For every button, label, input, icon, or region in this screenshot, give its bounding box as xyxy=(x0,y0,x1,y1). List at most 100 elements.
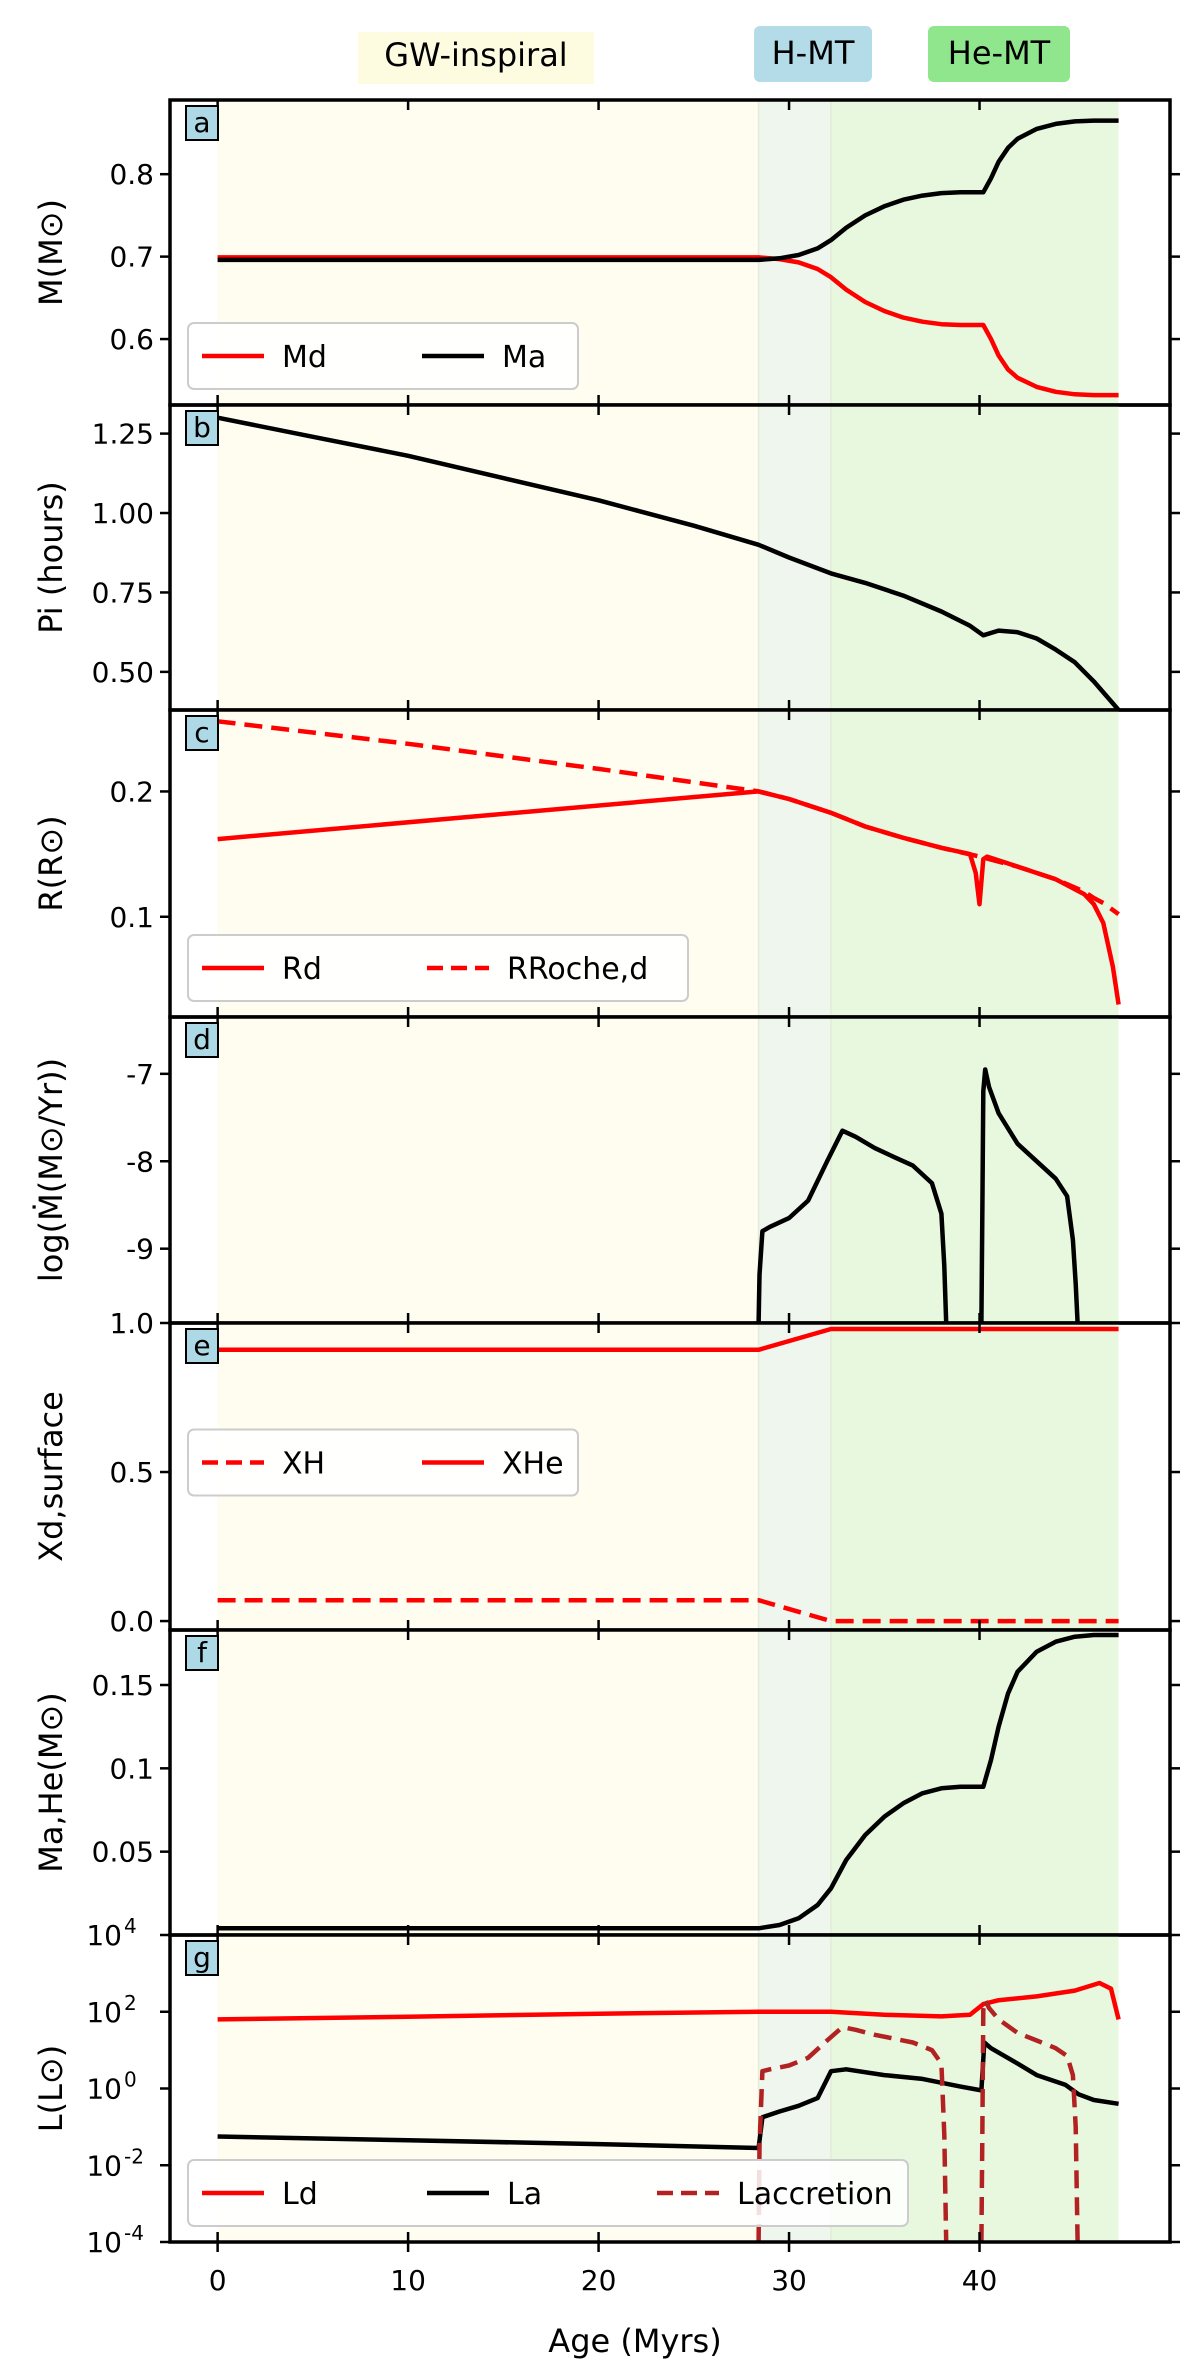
legend-label: XH xyxy=(282,1447,325,1482)
y-tick-exponent: 0 xyxy=(124,2068,137,2092)
series-a-md xyxy=(217,255,1119,398)
y-tick-label: 0.2 xyxy=(109,775,154,808)
y-axis-label-e: Xd,surface xyxy=(32,1391,70,1562)
series-c-rroche-d xyxy=(217,719,1120,917)
y-axis-label-b: Pi (hours) xyxy=(32,481,70,634)
panel-letter-g: g xyxy=(185,1940,219,1976)
series-group-d xyxy=(756,1067,1080,1323)
y-tick-label: 0.6 xyxy=(109,323,154,356)
legend-e: XH XHe xyxy=(187,1428,579,1497)
phase-label-gw-inspiral: GW-inspiral xyxy=(358,32,594,84)
panel-letter-box xyxy=(185,105,219,141)
phase-band-he-mt xyxy=(830,1323,1119,1630)
y-tick-label: 0.5 xyxy=(109,1456,154,1489)
y-tick-exponent: -2 xyxy=(124,2144,144,2168)
panel-letter-text: g xyxy=(193,1941,211,1974)
phase-band-gw-inspiral xyxy=(217,405,759,710)
phase-label-h-mt-box xyxy=(754,26,872,82)
y-axis-label-d: log(Ṁ(M⊙/Yr)) xyxy=(32,1058,70,1282)
phase-band-h-mt xyxy=(758,100,831,405)
y-tick-label: 0.50 xyxy=(92,656,154,689)
panel-f: 0.05 0.1 0.15 f Ma,He(M⊙) xyxy=(32,1628,1180,1937)
phase-band-h-mt xyxy=(758,1017,831,1323)
y-tick-exponent: -4 xyxy=(124,2221,144,2245)
phase-band-h-mt xyxy=(758,1323,831,1630)
panel-letter-c: c xyxy=(185,715,219,751)
series-group-e xyxy=(217,1326,1119,1624)
series-e-xhe xyxy=(217,1326,1119,1353)
panel-letter-f: f xyxy=(185,1635,219,1671)
panel-letter-box xyxy=(185,1635,219,1671)
legend-label: Ld xyxy=(282,2177,318,2212)
phase-band-he-mt xyxy=(830,100,1119,405)
phase-band-h-mt xyxy=(758,710,831,1017)
phase-band-h-mt xyxy=(758,1630,831,1935)
panel-letter-text: e xyxy=(193,1329,210,1362)
x-axis: Age (Myrs) 0 10 20 30 40 xyxy=(209,2242,997,2360)
panel-letter-a: a xyxy=(185,105,219,141)
series-group-a xyxy=(217,118,1119,398)
y-tick-exponent: 4 xyxy=(124,1914,137,1938)
y-tick-label: 0.7 xyxy=(109,241,154,274)
x-tick-label: 30 xyxy=(771,2264,807,2297)
y-tick-label: -9 xyxy=(126,1233,154,1266)
y-tick-label: 0.15 xyxy=(92,1669,154,1702)
panel-c: 0.1 0.2 c R(R⊙) Rd RRoche,d xyxy=(32,708,1180,1019)
phase-label-gw-inspiral-text: GW-inspiral xyxy=(384,36,567,74)
legend-box xyxy=(187,1428,579,1497)
y-axis-label-g: L(L⊙) xyxy=(32,2045,70,2132)
legend-label: XHe xyxy=(502,1447,564,1482)
y-tick-label: 0.1 xyxy=(109,901,154,934)
y-axis-label-f: Ma,He(M⊙) xyxy=(32,1692,70,1873)
y-tick-label: 0.75 xyxy=(92,576,154,609)
legend-box xyxy=(187,322,579,390)
y-tick-label: 10 xyxy=(86,2226,122,2259)
y-tick-label: 10 xyxy=(86,2073,122,2106)
series-b-pi xyxy=(217,415,1121,710)
series-g-ld xyxy=(217,1980,1121,2022)
y-tick-label: 0.0 xyxy=(109,1605,154,1638)
y-tick-exponent: 2 xyxy=(124,1991,137,2015)
y-tick-label: 0.1 xyxy=(109,1752,154,1785)
phase-label-h-mt: H-MT xyxy=(754,26,872,82)
series-a-ma xyxy=(217,118,1119,263)
series-e-xh xyxy=(217,1597,1119,1624)
y-tick-label: 1.25 xyxy=(92,418,154,451)
panel-b: 0.50 0.75 1.00 1.25 b Pi (hours) xyxy=(32,403,1180,712)
x-axis-label: Age (Myrs) xyxy=(548,2322,721,2360)
phase-label-he-mt-box xyxy=(928,26,1070,82)
legend-box xyxy=(187,2159,909,2227)
panel-letter-e: e xyxy=(185,1328,219,1364)
series-d-mdot-h xyxy=(756,1128,949,1323)
legend-label: Ma xyxy=(502,340,546,375)
legend-g: Ld La Laccretion xyxy=(187,2159,909,2227)
phase-label-h-mt-text: H-MT xyxy=(772,34,855,72)
phase-band-he-mt xyxy=(830,1630,1119,1935)
legend-label: Rd xyxy=(282,952,322,987)
legend-c: Rd RRoche,d xyxy=(187,934,689,1002)
series-f-ma-he xyxy=(217,1632,1119,1931)
legend-label: La xyxy=(507,2177,542,2212)
panel-letter-text: a xyxy=(193,106,210,139)
legend-label: RRoche,d xyxy=(507,952,648,987)
panel-letter-box xyxy=(185,410,219,446)
panels: 0.60.70.8aM(M⊙)Md Ma0.500.751.001.25 bPi (… xyxy=(32,98,1180,2259)
phase-label-gw-inspiral-box xyxy=(358,32,594,84)
panel-letter-box xyxy=(185,1022,219,1058)
phase-label-he-mt: He-MT xyxy=(928,26,1070,82)
series-d-mdot-he xyxy=(979,1067,1080,1323)
y-tick-label: -7 xyxy=(126,1058,154,1091)
y-tick-label: 10 xyxy=(86,2149,122,2182)
panel-letter-d: d xyxy=(185,1022,219,1058)
panel-letter-box xyxy=(185,1940,219,1976)
series-group-g xyxy=(217,1980,1121,2242)
series-g-laccretion-h xyxy=(756,2024,949,2242)
series-group-c xyxy=(217,719,1121,1005)
series-g-laccretion-he xyxy=(979,1997,1080,2242)
y-axis-label-a: M(M⊙) xyxy=(32,199,70,306)
panel-letter-b: b xyxy=(185,410,219,446)
y-tick-label: -8 xyxy=(126,1145,154,1178)
y-tick-label: 0.8 xyxy=(109,158,154,191)
